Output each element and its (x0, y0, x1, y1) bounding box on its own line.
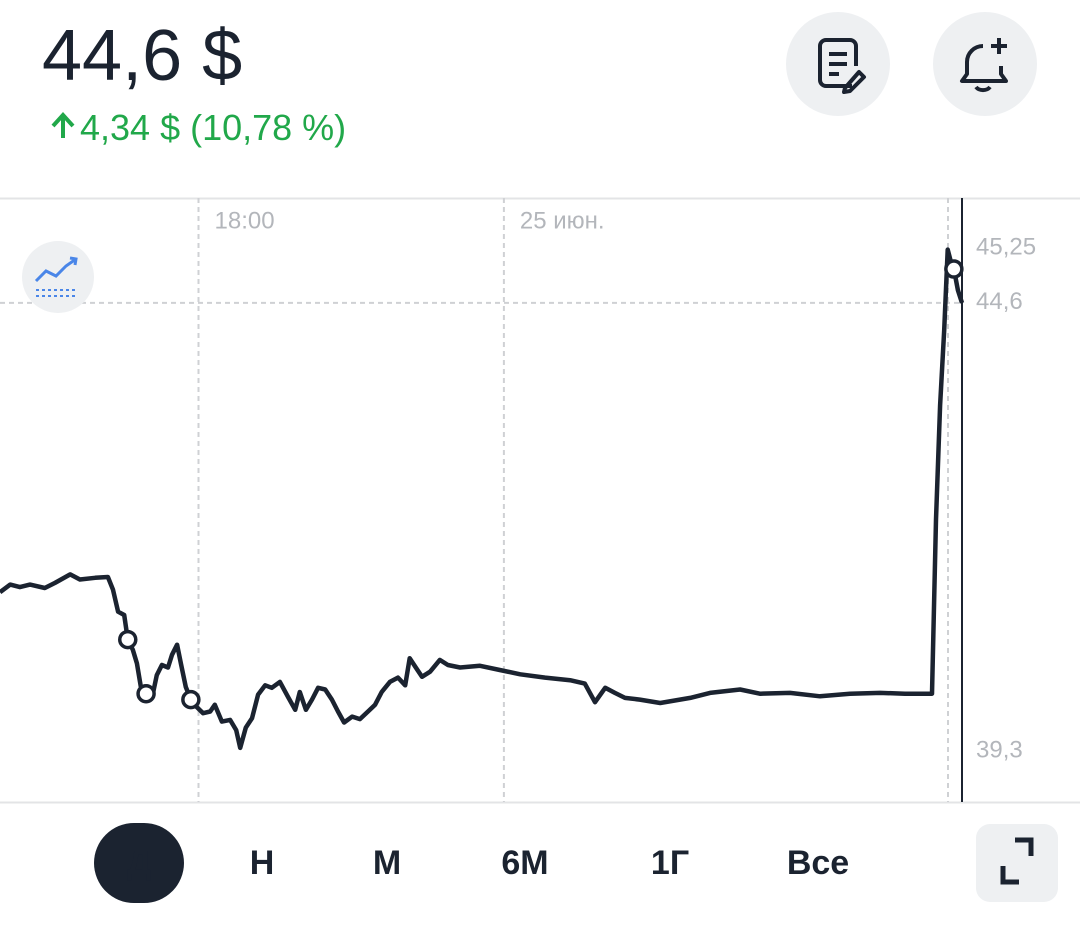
bell-icon (960, 38, 1008, 93)
up-arrow (51, 112, 75, 138)
range-option[interactable]: Все (787, 844, 849, 882)
button-bg (976, 824, 1058, 902)
event-marker (181, 689, 201, 710)
price-line (0, 247, 965, 751)
button-bg (933, 12, 1037, 116)
y-tick-label: 39,3 (976, 737, 1023, 764)
range-selector: Д Н М 6М 1Г Все (127, 844, 849, 882)
y-tick-label: 44,6 (976, 288, 1023, 315)
plot: 18:00 25 июн. 45,25 44,6 39,3 (0, 198, 1036, 802)
active-range-pill (94, 823, 184, 903)
range-option[interactable]: Д (127, 844, 151, 882)
price: 44,6 $ (42, 16, 242, 96)
x-tick-label: 25 июн. (520, 207, 605, 234)
event-marker (118, 629, 138, 650)
button-bg (22, 241, 94, 313)
y-tick-label: 45,25 (976, 233, 1036, 260)
fullscreen-icon (1000, 837, 1034, 885)
range-option[interactable]: 1Г (651, 844, 689, 882)
x-tick-label: 18:00 (215, 207, 275, 234)
indicator-icon (34, 256, 78, 283)
notes-button[interactable] (786, 12, 890, 116)
indicator-icon (36, 289, 78, 297)
range-option[interactable]: 6М (501, 844, 548, 882)
range-option[interactable]: Н (250, 844, 275, 882)
price-change: 4,34 $ (10,78 %) (80, 107, 346, 148)
range-option[interactable]: М (373, 844, 401, 882)
event-marker (944, 259, 964, 279)
indicator-button[interactable] (22, 241, 94, 313)
event-marker (136, 683, 156, 704)
fullscreen-button[interactable] (976, 824, 1058, 902)
alert-button[interactable] (933, 12, 1037, 116)
notes-icon (818, 38, 866, 94)
